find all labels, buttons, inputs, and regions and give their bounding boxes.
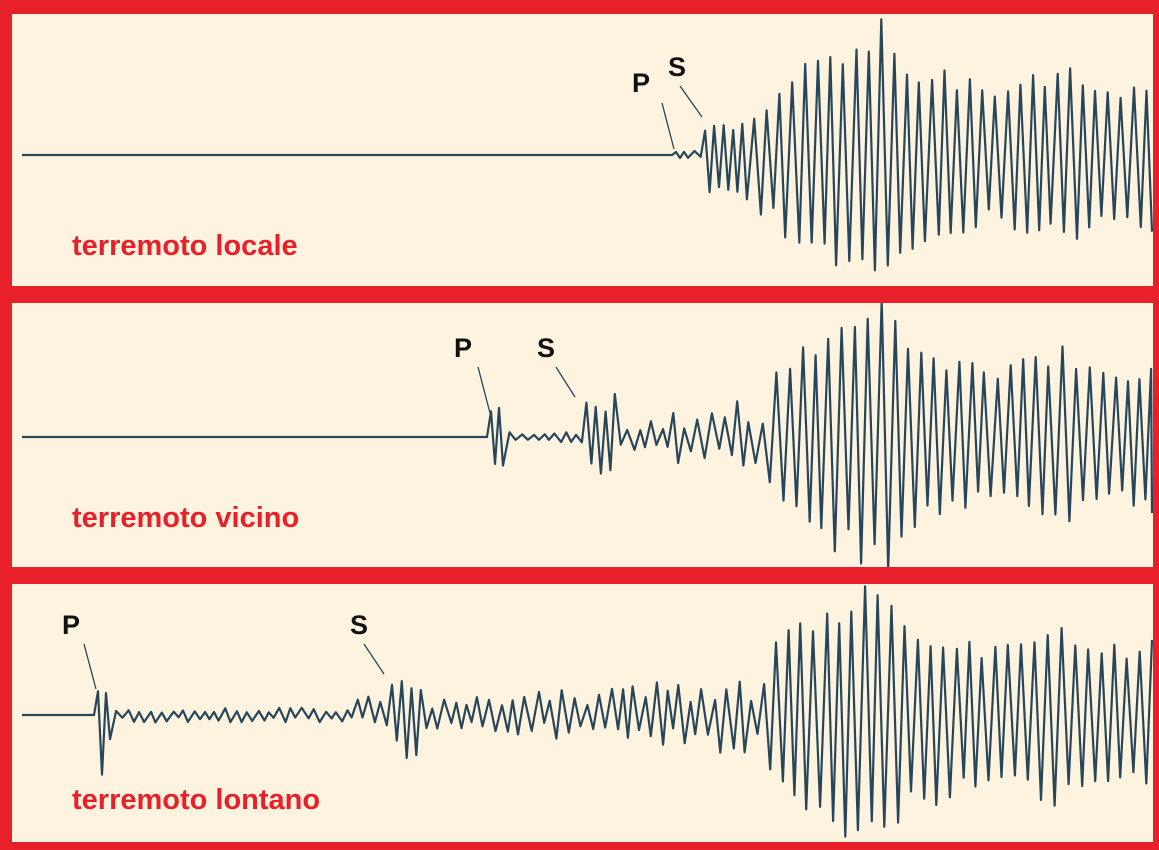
p-wave-leader (83, 643, 97, 690)
s-wave-leader (555, 366, 576, 398)
panel-near-earthquake: P S terremoto vicino (12, 303, 1153, 567)
panel-caption: terremoto vicino (72, 502, 300, 534)
panel-caption: terremoto lontano (72, 784, 321, 816)
s-wave-label: S (668, 52, 686, 82)
panel-caption: terremoto locale (72, 230, 298, 262)
panel-local-earthquake: P S terremoto locale (12, 14, 1153, 286)
seismogram-local: P S (22, 18, 1153, 272)
p-wave-label: P (62, 610, 80, 640)
p-wave-label: P (454, 333, 472, 363)
p-wave-leader (477, 366, 491, 414)
p-wave-label: P (632, 68, 650, 98)
s-wave-leader (363, 643, 385, 675)
s-wave-label: S (537, 333, 555, 363)
p-wave-leader (661, 102, 675, 150)
s-wave-label: S (350, 610, 368, 640)
s-wave-leader (679, 85, 703, 118)
waveform-trace (22, 303, 1153, 567)
waveform-trace (22, 18, 1153, 272)
waveform-trace (22, 585, 1153, 838)
seismogram-far: P S (22, 585, 1153, 838)
panel-far-earthquake: P S terremoto lontano (12, 584, 1153, 842)
seismogram-near: P S (22, 303, 1153, 567)
